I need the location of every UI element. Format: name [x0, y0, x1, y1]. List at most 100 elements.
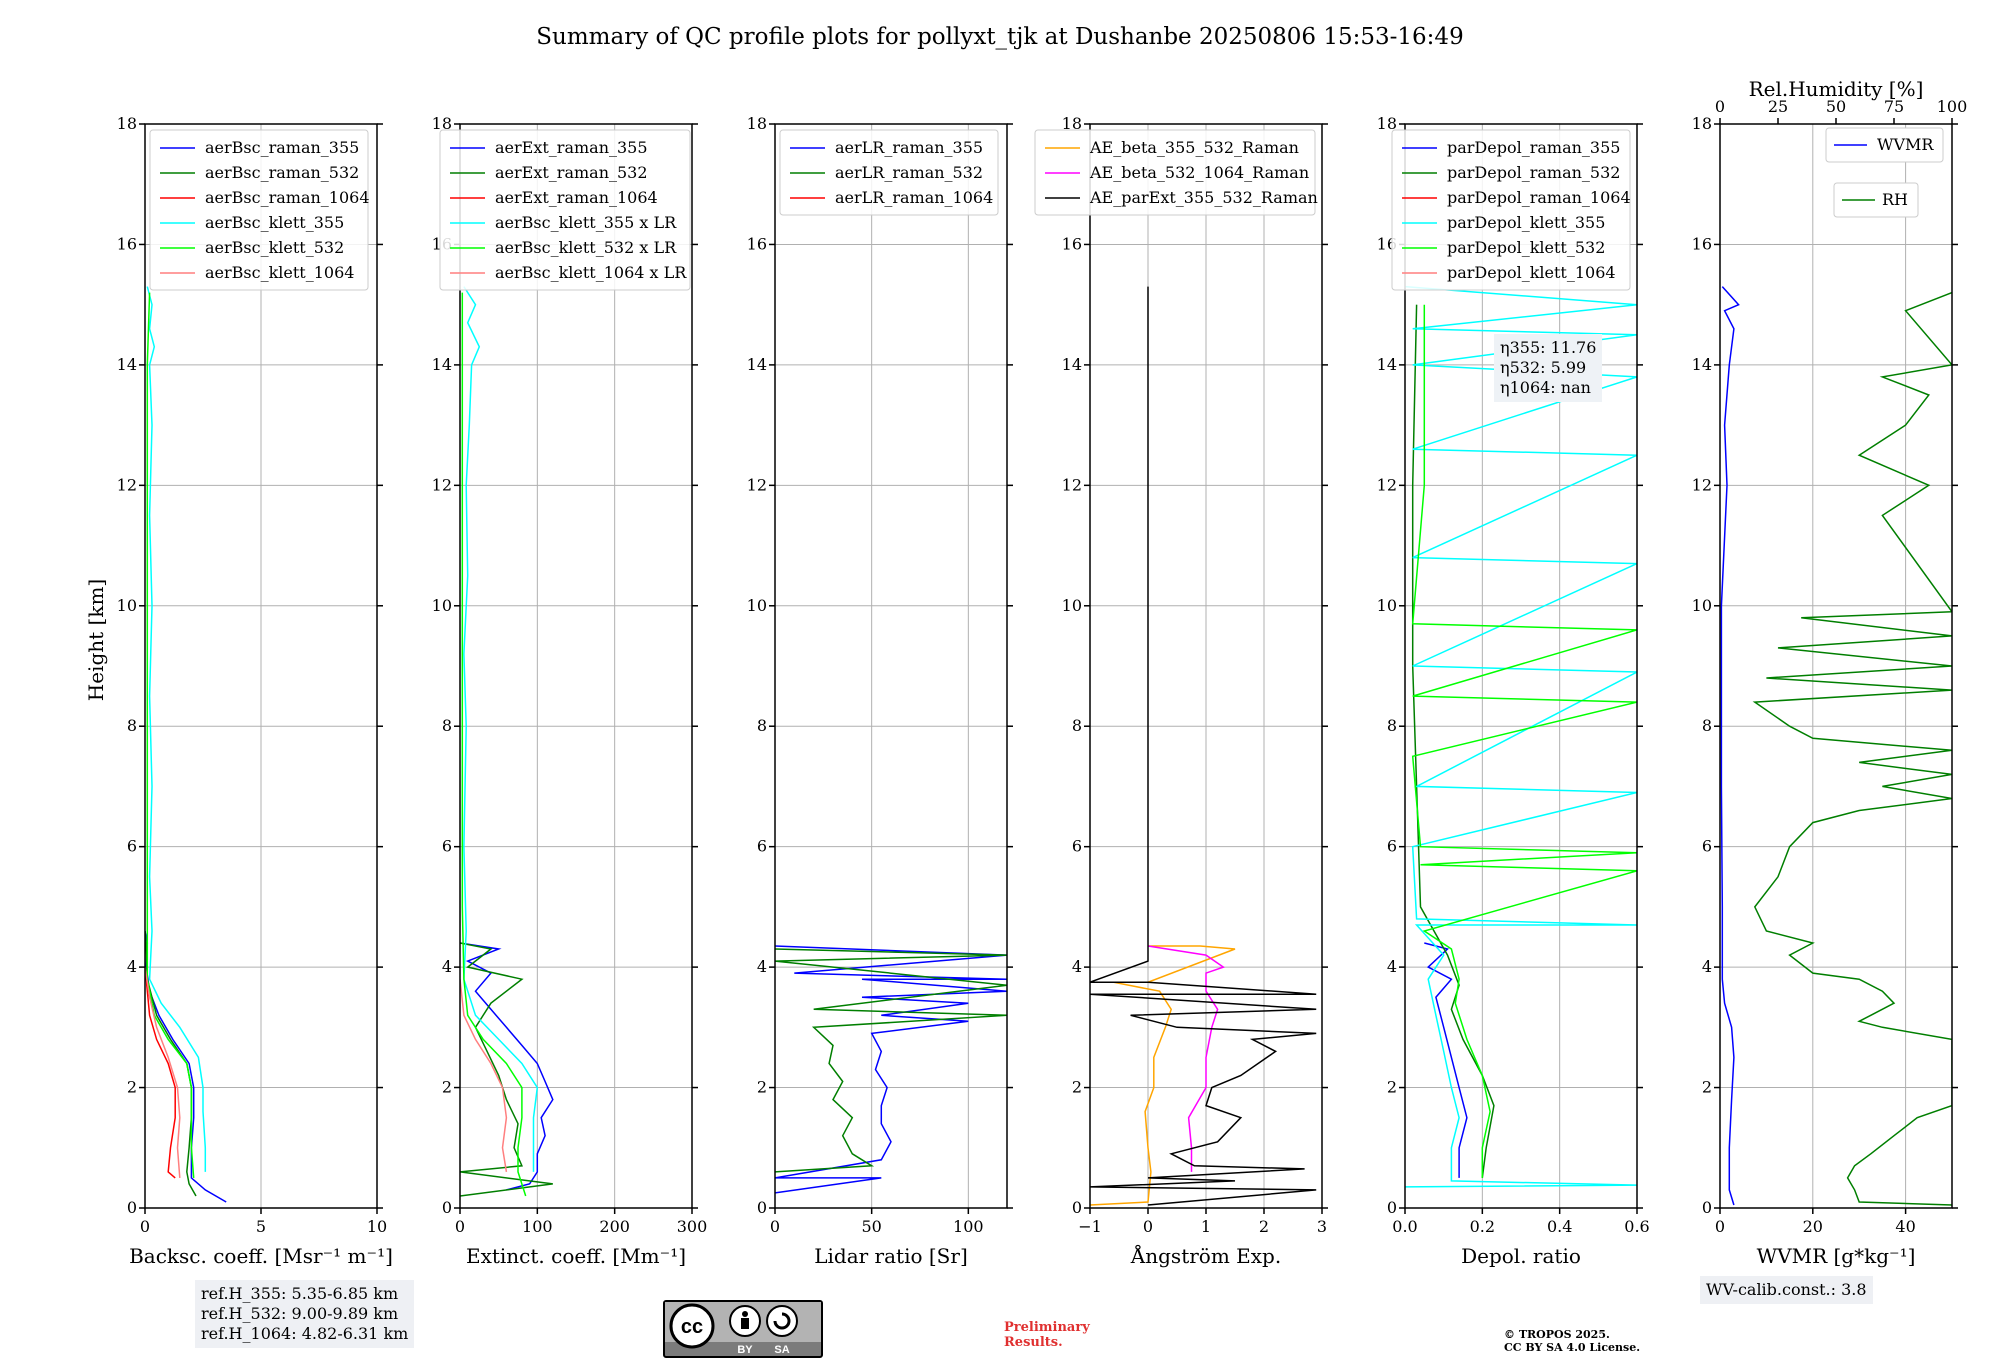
- wv-calibration-note: WV-calib.const.: 3.8: [1700, 1276, 1873, 1304]
- y-tick-label: 0: [757, 1198, 767, 1217]
- y-tick-label: 6: [442, 837, 452, 856]
- legend-label: parDepol_klett_355: [1447, 213, 1605, 232]
- y-tick-label: 2: [757, 1078, 767, 1097]
- x2-tick-label: 75: [1884, 97, 1904, 116]
- y-tick-label: 4: [1702, 957, 1712, 976]
- legend-label: aerBsc_raman_1064: [205, 188, 370, 207]
- x-axis-label: Extinct. coeff. [Mm⁻¹]: [466, 1244, 686, 1268]
- y-tick-label: 16: [117, 234, 137, 253]
- axes-frame: [774, 123, 1008, 1209]
- preliminary-line-2: Results.: [1004, 1335, 1063, 1350]
- legend-label: aerBsc_klett_1064 x LR: [495, 263, 687, 282]
- y-tick-label: 18: [117, 114, 137, 133]
- y-tick-label: 18: [1692, 114, 1712, 133]
- x-axis-label: Ångström Exp.: [1130, 1243, 1281, 1268]
- axes-frame: [1404, 123, 1638, 1209]
- x2-tick-label: 50: [1826, 97, 1846, 116]
- cc-sa-label: SA: [774, 1344, 789, 1356]
- x-axis-label: Lidar ratio [Sr]: [814, 1244, 968, 1268]
- x-tick-label: 300: [677, 1217, 708, 1236]
- copyright-line-1: © TROPOS 2025.: [1504, 1328, 1610, 1341]
- series-line-aerbsc-klett-355-x-lr: [463, 286, 539, 1172]
- x-tick-label: 100: [953, 1217, 984, 1236]
- y-tick-label: 14: [1377, 355, 1397, 374]
- y-tick-label: 2: [1072, 1078, 1082, 1097]
- legend-box: [149, 129, 369, 291]
- legend-label: aerBsc_klett_532 x LR: [495, 238, 677, 257]
- legend-label: aerExt_raman_532: [495, 163, 648, 182]
- legend-label: aerBsc_klett_532: [205, 238, 344, 257]
- x-tick-label: 0.6: [1624, 1217, 1649, 1236]
- series-line-aerbsc-klett-1064: [145, 966, 181, 1178]
- reference-height-note: ref.H_355: 5.35-6.85 km ref.H_532: 9.00-…: [195, 1280, 415, 1348]
- series-line-pardepol-klett-355: [1405, 285, 1637, 1188]
- y-tick-label: 0: [1387, 1198, 1397, 1217]
- series-line-aerlr-raman-355: [775, 945, 1007, 1194]
- x-tick-label: 0: [455, 1217, 465, 1236]
- legend-box-wvmr: [1825, 127, 1944, 163]
- y-tick-label: 14: [1062, 355, 1082, 374]
- y-tick-label: 2: [1387, 1078, 1397, 1097]
- series-line-aerbsc-klett-532-x-lr: [461, 292, 527, 1197]
- y-tick-label: 12: [1377, 475, 1397, 494]
- y-tick-label: 10: [747, 596, 767, 615]
- y-tick-label: 16: [747, 234, 767, 253]
- x-tick-label: 5: [256, 1217, 266, 1236]
- panel-bsc: 0 2 4 6 8 10 12 14 16 18 0 5 10 Backsc. coeff. [Msr⁻¹…: [117, 114, 393, 1268]
- shared-y-axis-label: Height [km]: [84, 579, 108, 701]
- legend-label: parDepol_raman_1064: [1447, 188, 1631, 207]
- legend-box: [439, 129, 691, 291]
- legend-label: RH: [1882, 190, 1908, 209]
- y-tick-label: 12: [1062, 475, 1082, 494]
- cc-license-icon: cc BY SA: [665, 1302, 821, 1356]
- legend-label: AE_beta_532_1064_Raman: [1089, 163, 1309, 182]
- panel-lr: 0 2 4 6 8 10 12 14 16 18 0 50 100 Lidar ratio [Sr] aer…: [747, 114, 1013, 1268]
- y-tick-label: 14: [432, 355, 452, 374]
- y-tick-label: 18: [1062, 114, 1082, 133]
- x-tick-label: 3: [1317, 1217, 1327, 1236]
- x-tick-label: 2: [1259, 1217, 1269, 1236]
- x-tick-label: 0.2: [1470, 1217, 1495, 1236]
- x-tick-label: 40: [1895, 1217, 1915, 1236]
- x-tick-label: 1: [1201, 1217, 1211, 1236]
- eta-532: η532: 5.99: [1500, 358, 1587, 377]
- legend-label: aerExt_raman_1064: [495, 188, 658, 207]
- series-line-aerbsc-klett-1064-x-lr: [460, 979, 508, 1173]
- y-tick-label: 2: [1702, 1078, 1712, 1097]
- y-tick-label: 4: [1387, 957, 1397, 976]
- y-tick-label: 0: [1702, 1198, 1712, 1217]
- legend-label: AE_parExt_355_532_Raman: [1089, 188, 1318, 207]
- y-tick-label: 16: [1062, 234, 1082, 253]
- y-tick-label: 8: [1387, 716, 1397, 735]
- x-tick-label: 0: [1715, 1217, 1725, 1236]
- x2-tick-label: 25: [1768, 97, 1788, 116]
- preliminary-line-1: Preliminary: [1004, 1320, 1090, 1335]
- legend-box: [779, 129, 999, 216]
- y-tick-label: 16: [1692, 234, 1712, 253]
- x-tick-label: 0: [140, 1217, 150, 1236]
- svg-text:cc: cc: [681, 1316, 703, 1338]
- series-line-aerlr-raman-532: [775, 948, 1007, 1173]
- cc-by-label: BY: [737, 1344, 753, 1356]
- x-axis-label: Depol. ratio: [1461, 1244, 1581, 1268]
- y-tick-label: 6: [757, 837, 767, 856]
- copyright-line-2: CC BY SA 4.0 License.: [1504, 1341, 1641, 1354]
- x-tick-label: 20: [1803, 1217, 1823, 1236]
- x-tick-label: 200: [599, 1217, 630, 1236]
- series-line-aerbsc-raman-1064: [145, 967, 176, 1179]
- panel-ext: 0246810121416180100200300Extinct. coeff.…: [432, 114, 708, 1268]
- x-tick-label: 100: [522, 1217, 553, 1236]
- y-tick-label: 14: [747, 355, 767, 374]
- legend: aerLR_raman_355 aerLR_raman_532 aerLR_rama…: [779, 129, 999, 216]
- preliminary-results-note: Preliminary Results.: [1004, 1320, 1090, 1350]
- ref-height-355: ref.H_355: 5.35-6.85 km: [201, 1284, 399, 1303]
- x-tick-label: 0.4: [1547, 1217, 1572, 1236]
- y-tick-label: 8: [127, 716, 137, 735]
- y-tick-label: 12: [747, 475, 767, 494]
- legend: AE_beta_355_532_Raman AE_beta_532_1064_Ra…: [1034, 129, 1318, 216]
- legend-label: AE_beta_355_532_Raman: [1089, 138, 1299, 157]
- series-line-aerbsc-klett-532: [146, 292, 195, 1178]
- ref-height-532: ref.H_532: 9.00-9.89 km: [201, 1304, 399, 1323]
